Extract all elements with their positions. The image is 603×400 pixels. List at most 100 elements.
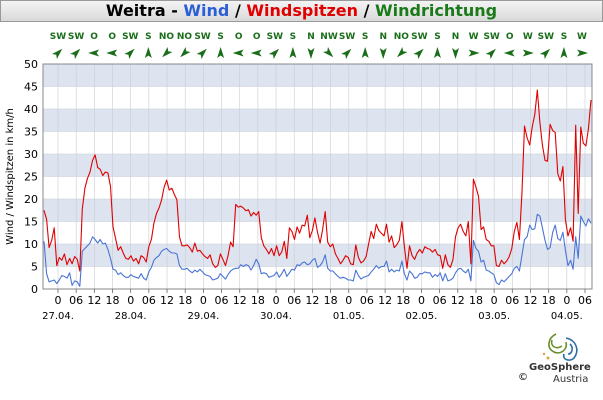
direction-arrow-shape — [433, 47, 441, 58]
x-tick-label: 06 — [578, 294, 592, 307]
y-tick-label: 20 — [24, 193, 38, 206]
y-tick-label: 45 — [24, 81, 38, 94]
x-tick-label: 12 — [160, 294, 174, 307]
y-tick-label: 5 — [31, 261, 38, 274]
x-date-label: 01.05. — [333, 311, 365, 322]
direction-arrow-icon — [196, 48, 207, 60]
wind-series-line — [43, 213, 592, 287]
x-tick-label: 18 — [251, 294, 265, 307]
y-tick-label: 40 — [24, 103, 38, 116]
logo-subtitle: Austria — [553, 374, 589, 385]
direction-arrow-icon — [162, 46, 173, 58]
y-tick-label: 30 — [24, 148, 38, 161]
direction-arrow-shape — [452, 48, 460, 59]
direction-arrow-icon — [397, 46, 408, 58]
direction-label: SW — [267, 32, 283, 42]
direction-label: W — [523, 32, 533, 42]
direction-label: SW — [194, 32, 210, 42]
direction-label: NO — [177, 32, 193, 42]
direction-arrow-shape — [560, 47, 568, 58]
y-tick-label: 25 — [24, 171, 38, 184]
x-tick-label: 0 — [200, 294, 207, 307]
direction-label: O — [506, 32, 514, 42]
x-date-label: 02.05. — [406, 311, 438, 322]
direction-arrow-shape — [162, 46, 173, 58]
direction-label: W — [469, 32, 479, 42]
gust-series-line — [43, 89, 592, 272]
title-sep-1: - — [165, 1, 184, 20]
direction-arrow-shape — [70, 48, 81, 60]
direction-arrow-shape — [577, 49, 588, 57]
direction-label: SW — [411, 32, 427, 42]
direction-arrow-shape — [88, 49, 100, 57]
direction-label: S — [217, 32, 223, 42]
grid-band — [43, 64, 592, 87]
x-tick-label: 06 — [215, 294, 229, 307]
x-tick-label: 12 — [523, 294, 537, 307]
direction-label: S — [145, 32, 151, 42]
title-station: Weitra — [105, 1, 166, 20]
grid-band — [43, 244, 592, 267]
direction-arrow-icon — [307, 48, 315, 59]
direction-label: O — [108, 32, 116, 42]
x-tick-label: 18 — [469, 294, 483, 307]
x-date-label: 30.04. — [260, 311, 292, 322]
x-tick-label: 18 — [542, 294, 556, 307]
x-tick-label: 06 — [433, 294, 447, 307]
direction-label: SW — [339, 32, 355, 42]
direction-arrow-icon — [217, 47, 225, 58]
x-tick-label: 0 — [273, 294, 280, 307]
direction-label: NO — [159, 32, 175, 42]
direction-arrow-shape — [289, 47, 297, 58]
direction-arrow-shape — [341, 48, 352, 60]
x-tick-label: 06 — [142, 294, 156, 307]
grid-band — [43, 199, 592, 222]
x-tick-label: 18 — [324, 294, 338, 307]
y-tick-label: 15 — [24, 216, 38, 229]
direction-arrow-icon — [452, 48, 460, 59]
direction-label: SW — [483, 32, 499, 42]
direction-arrow-shape — [124, 48, 135, 60]
direction-label: N — [379, 32, 387, 42]
direction-arrow-icon — [232, 49, 244, 57]
direction-arrow-icon — [51, 48, 63, 60]
direction-label: N — [307, 32, 315, 42]
direction-label: N — [452, 32, 460, 42]
x-tick-label: 06 — [505, 294, 519, 307]
direction-arrow-icon — [144, 47, 152, 58]
direction-arrow-shape — [379, 48, 387, 59]
copyright-symbol: © — [518, 372, 528, 383]
x-tick-label: 12 — [87, 294, 101, 307]
direction-arrow-shape — [485, 48, 496, 60]
direction-arrow-shape — [307, 48, 315, 59]
direction-arrow-icon — [268, 48, 280, 60]
direction-arrow-shape — [196, 48, 207, 60]
direction-arrow-icon — [560, 47, 568, 58]
x-date-label: 03.05. — [478, 311, 510, 322]
x-tick-label: 12 — [305, 294, 319, 307]
direction-label: SW — [68, 32, 84, 42]
direction-arrow-icon — [468, 49, 480, 57]
direction-arrow-icon — [180, 46, 191, 58]
x-tick-label: 12 — [233, 294, 247, 307]
x-tick-label: 0 — [491, 294, 498, 307]
y-axis-label: Wind / Windspitzen in km/h — [5, 108, 16, 245]
direction-arrow-icon — [577, 49, 588, 57]
direction-label: S — [362, 32, 368, 42]
direction-label: O — [90, 32, 98, 42]
direction-arrow-icon — [413, 48, 424, 60]
x-tick-label: 0 — [127, 294, 134, 307]
direction-arrow-shape — [539, 48, 551, 60]
direction-arrow-shape — [413, 48, 424, 60]
direction-arrow-shape — [232, 49, 244, 57]
x-tick-label: 06 — [360, 294, 374, 307]
x-tick-label: 18 — [106, 294, 120, 307]
geosphere-logo-icon — [542, 333, 578, 361]
direction-arrow-icon — [361, 47, 369, 58]
direction-arrow-shape — [106, 49, 118, 57]
direction-arrow-shape — [361, 47, 369, 58]
direction-arrow-shape — [468, 49, 480, 57]
grid-band — [43, 154, 592, 177]
logo-name: GeoSphere — [529, 362, 591, 373]
direction-arrow-shape — [522, 49, 534, 57]
